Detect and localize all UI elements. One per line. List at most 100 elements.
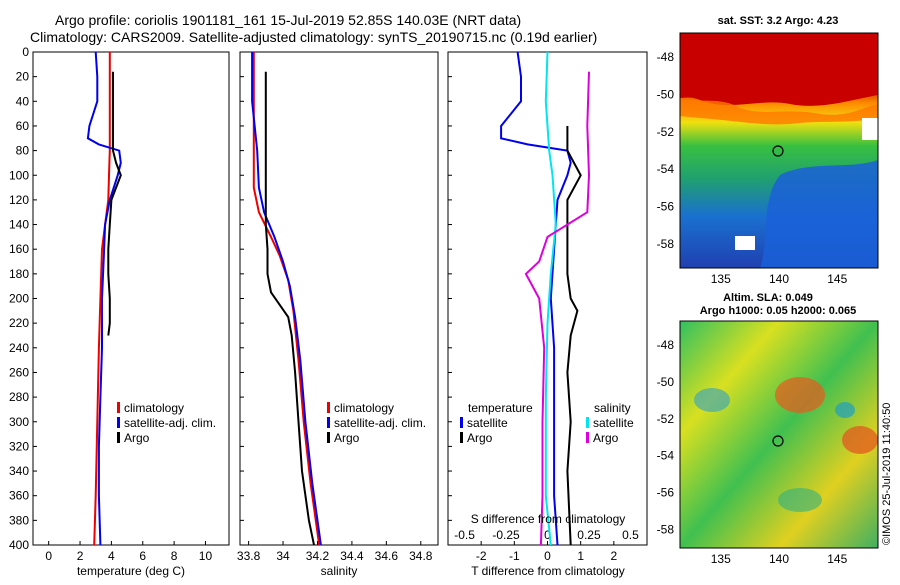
figure-title-line1: Argo profile: coriolis 1901181_161 15-Ju… [55, 12, 521, 28]
map-lat-label: -52 [657, 125, 675, 139]
x-tick-label: 33.8 [237, 549, 261, 563]
map-lat-label: -50 [657, 88, 675, 102]
map-lat-label: -54 [657, 162, 675, 176]
legend-label-argo: Argo [334, 431, 360, 445]
map-lon-label: 135 [711, 552, 731, 566]
sla-map-frame [679, 320, 879, 549]
sst-map [679, 32, 879, 269]
legend-swatch-satellite [327, 417, 330, 428]
series-line-salinity-satellite [544, 51, 557, 546]
depth-tick-label: 60 [16, 119, 30, 133]
legend-header-temperature: temperature [468, 401, 533, 415]
map-lon-label: 135 [711, 272, 731, 286]
temperature-legend: climatology satellite-adj. clim. Argo [117, 401, 216, 445]
legend-label-satellite: satellite-adj. clim. [124, 416, 216, 430]
x-tick-label: 34.8 [409, 549, 433, 563]
legend-label-argo: Argo [124, 431, 150, 445]
map-lat-label: -58 [657, 523, 675, 537]
legend-swatch-temp-satellite [460, 417, 463, 428]
x-tick-label: 2 [77, 549, 84, 563]
profile-series [86, 51, 591, 546]
salinity-axis-label: salinity [321, 564, 358, 578]
legend-swatch-temp-argo [460, 432, 463, 443]
difference-axis-label: T difference from climatology [471, 564, 625, 578]
depth-tick-label: 340 [9, 464, 29, 478]
map-lon-label: 145 [827, 552, 847, 566]
map-lon-label: 145 [827, 272, 847, 286]
map-lat-label: -48 [657, 50, 675, 64]
sla-map-title-line1: Altim. SLA: 0.049 [723, 292, 813, 304]
sla-map-title-line2: Argo h1000: 0.05 h2000: 0.065 [700, 305, 857, 317]
x-tick-label: 8 [171, 549, 178, 563]
legend-swatch-sal-argo [586, 432, 589, 443]
legend-swatch-climatology [327, 402, 330, 413]
legend-swatch-argo [327, 432, 330, 443]
x-tick-label: 34.6 [375, 549, 399, 563]
map-lat-label: -56 [657, 486, 675, 500]
map-lat-label: -54 [657, 449, 675, 463]
depth-tick-label: 40 [16, 94, 30, 108]
series-line-temperature-argo [566, 126, 582, 546]
depth-tick-label: 100 [9, 168, 29, 182]
s-diff-tick-label: -0.25 [492, 528, 520, 542]
series-line-satellite-adj-clim- [251, 52, 322, 546]
sst-map-cold-patch [760, 160, 878, 268]
map-lat-label: -48 [657, 338, 675, 352]
map-lon-label: 140 [769, 272, 789, 286]
legend-swatch-sal-satellite [586, 417, 589, 428]
map-lat-label: -52 [657, 412, 675, 426]
figure-title-line2: Climatology: CARS2009. Satellite-adjuste… [30, 29, 597, 45]
difference-legend: temperature satellite Argo salinity sate… [460, 401, 634, 445]
legend-label-sal-satellite: satellite [593, 416, 634, 430]
argo-float-marker [772, 435, 784, 447]
depth-tick-label: 280 [9, 390, 29, 404]
s-difference-axis-label: S difference from climatology [471, 512, 626, 526]
map-lat-label: -56 [657, 199, 675, 213]
legend-header-salinity: salinity [594, 401, 631, 415]
sla-map-low [694, 388, 730, 412]
series-line-argo [264, 71, 315, 546]
x-tick-label: 1 [577, 549, 584, 563]
sst-map-title: sat. SST: 3.2 Argo: 4.23 [718, 15, 839, 27]
temperature-axis-label: temperature (deg C) [77, 564, 185, 578]
series-line-climatology [252, 52, 321, 546]
legend-label-temp-satellite: satellite [467, 416, 508, 430]
legend-label-temp-argo: Argo [467, 431, 493, 445]
series-line-argo [107, 71, 122, 336]
x-tick-label: 34.2 [306, 549, 330, 563]
sst-map-orange-band [680, 98, 878, 125]
depth-tick-label: 320 [9, 439, 29, 453]
x-tick-label: 0 [544, 549, 551, 563]
sla-map-high [775, 377, 825, 413]
map-lat-label: -58 [657, 237, 675, 251]
depth-tick-label: 240 [9, 341, 29, 355]
argo-float-marker [772, 145, 784, 157]
sst-map-white-gap [862, 118, 878, 140]
x-tick-label: 34.4 [340, 549, 364, 563]
depth-tick-label: 260 [9, 365, 29, 379]
x-tick-label: 2 [610, 549, 617, 563]
s-diff-tick-label: 0 [544, 528, 551, 542]
series-line-temperature-satellite [500, 51, 572, 546]
depth-tick-label: 220 [9, 316, 29, 330]
x-tick-label: 6 [139, 549, 146, 563]
sst-map-frame [679, 32, 879, 269]
axis-ticks: 0204060801001201401601802002202402602803… [9, 45, 639, 563]
depth-tick-label: 360 [9, 489, 29, 503]
s-diff-tick-label: 0.25 [577, 528, 601, 542]
depth-tick-label: 180 [9, 267, 29, 281]
depth-tick-label: 0 [22, 45, 29, 59]
legend-label-satellite: satellite-adj. clim. [334, 416, 426, 430]
sst-map-white-gap [735, 236, 755, 250]
legend-label-sal-argo: Argo [593, 431, 619, 445]
x-tick-label: 4 [108, 549, 115, 563]
x-tick-label: 0 [45, 549, 52, 563]
legend-label-climatology: climatology [334, 401, 394, 415]
depth-tick-label: 80 [16, 144, 30, 158]
legend-swatch-climatology [117, 402, 120, 413]
depth-tick-label: 300 [9, 415, 29, 429]
legend-swatch-argo [117, 432, 120, 443]
depth-tick-label: 120 [9, 193, 29, 207]
x-tick-label: -1 [509, 549, 520, 563]
series-line-satellite-adj-clim- [86, 51, 122, 546]
